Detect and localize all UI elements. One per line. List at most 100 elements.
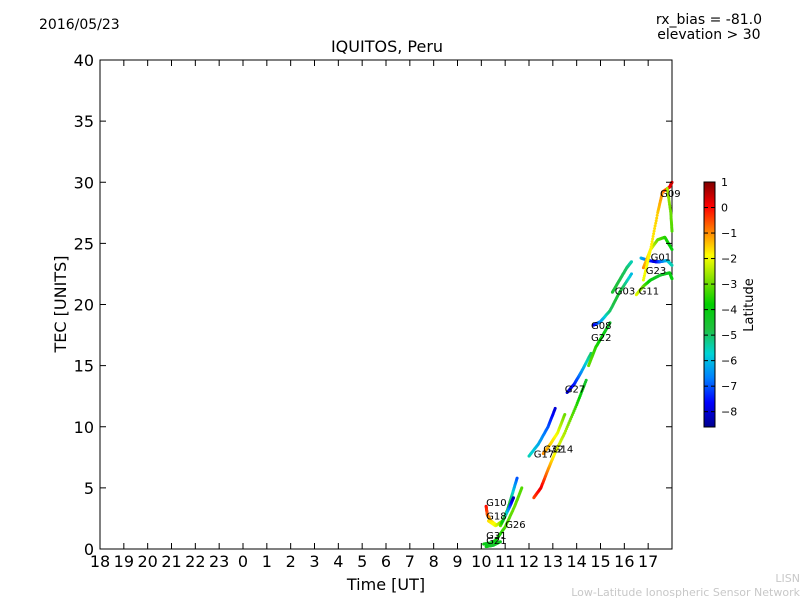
x-tick-label: 20 — [137, 552, 157, 571]
x-axis: 18 19 20 21 22 23 0 1 2 3 4 5 6 7 8 9 10 11 12 13 14 15 16 17 — [90, 60, 658, 571]
series-G17 — [527, 406, 557, 458]
satellite-label: G22 — [591, 333, 611, 344]
y-tick-label: 15 — [74, 357, 94, 376]
data-point — [655, 216, 659, 220]
satellite-label: G08 — [591, 321, 611, 332]
x-tick-label: 21 — [161, 552, 181, 571]
data-point — [653, 224, 657, 228]
satellite-label: G21 — [486, 536, 506, 547]
x-tick-label: 2 — [286, 552, 296, 571]
series-unlabeled — [665, 186, 674, 233]
data-point — [515, 476, 519, 480]
series-G26 — [498, 496, 515, 528]
x-tick-label: 8 — [429, 552, 439, 571]
satellite-label: G27 — [565, 385, 585, 396]
chart-title: IQUITOS, Peru — [331, 37, 443, 56]
data-point — [498, 540, 502, 544]
data-point — [652, 229, 656, 233]
y-tick-label: 40 — [74, 51, 94, 70]
x-tick-label: 18 — [90, 552, 110, 571]
x-tick-label: 19 — [114, 552, 134, 571]
satellite-label: G10 — [486, 498, 506, 509]
x-tick-label: 22 — [185, 552, 205, 571]
colorbar-tick-label: 0 — [721, 202, 728, 215]
x-tick-label: 13 — [543, 552, 563, 571]
data-point — [651, 237, 655, 241]
x-tick-label: 16 — [614, 552, 634, 571]
x-tick-label: 1 — [262, 552, 272, 571]
series-G21 — [484, 540, 502, 549]
footer: LISN Low-Latitude Ionospheric Sensor Net… — [571, 572, 800, 600]
data-point — [670, 277, 674, 281]
satellite-label: G18 — [486, 512, 506, 523]
series-G22 — [587, 321, 612, 368]
data-point — [651, 234, 655, 238]
series-G32 — [541, 413, 567, 456]
colorbar-tick-label: −2 — [721, 253, 737, 266]
data-point — [649, 248, 653, 251]
data-point — [670, 263, 674, 267]
y-tick-label: 35 — [74, 112, 94, 131]
y-tick-label: 20 — [74, 296, 94, 315]
series-G14 — [532, 378, 588, 500]
data-point — [670, 248, 674, 251]
satellite-label: G11 — [639, 287, 659, 298]
colorbar-tick-label: −7 — [721, 380, 737, 393]
x-tick-label: 5 — [357, 552, 367, 571]
rx-bias-text: rx_bias = -81.0 — [655, 12, 762, 28]
series-G11 — [634, 271, 674, 297]
data-point — [630, 272, 633, 276]
colorbar-label: Latitude — [742, 278, 757, 332]
satellite-label: G03 — [615, 287, 635, 298]
satellite-label: G23 — [646, 266, 666, 277]
satellite-label: G31 — [486, 531, 506, 542]
y-tick-label: 10 — [74, 418, 94, 437]
colorbar-tick-label: −1 — [721, 227, 737, 240]
satellite-label: G14 — [553, 444, 573, 455]
data-point — [520, 486, 524, 490]
colorbar-tick-label: −5 — [721, 329, 737, 342]
x-tick-label: 15 — [590, 552, 610, 571]
satellite-label: G01 — [651, 253, 671, 264]
data-point — [650, 240, 654, 244]
data-point — [512, 496, 515, 500]
satellite-label: G09 — [660, 189, 680, 200]
data-point — [608, 321, 612, 325]
y-axis: 0 5 10 15 20 25 30 35 40 — [74, 51, 672, 559]
y-axis-label: TEC [UNITS] — [51, 256, 70, 354]
data-point — [654, 221, 658, 225]
colorbar-tick-label: 1 — [721, 176, 728, 189]
data-point — [653, 227, 657, 230]
info-block: rx_bias = -81.0 elevation > 30 — [656, 13, 762, 43]
colorbar-ticks: 1 0 −1 −2 −3 −4 −5 −6 −7 −8 — [704, 176, 737, 419]
x-tick-label: 10 — [471, 552, 491, 571]
data-point — [563, 413, 567, 416]
data-point — [649, 245, 653, 249]
series-G31 — [482, 486, 524, 546]
series-G08 — [591, 272, 633, 327]
y-tick-label: 0 — [84, 540, 94, 559]
satellite-label: G26 — [505, 520, 525, 531]
colorbar-tick-label: −4 — [721, 304, 737, 317]
colorbar-tick-label: −8 — [721, 406, 737, 419]
satellite-label: G17 — [534, 449, 554, 460]
data-marks — [482, 180, 674, 549]
data-point — [553, 406, 557, 410]
data-point — [655, 213, 659, 217]
date-text: 2016/05/23 — [39, 17, 120, 33]
plot-area — [99, 59, 673, 550]
y-tick-label: 30 — [74, 173, 94, 192]
x-tick-label: 23 — [209, 552, 229, 571]
data-point — [650, 242, 654, 246]
x-tick-label: 17 — [638, 552, 658, 571]
x-tick-label: 4 — [333, 552, 343, 571]
series-G27 — [565, 351, 593, 394]
colorbar — [703, 181, 716, 428]
footer-network-text: Low-Latitude Ionospheric Sensor Network — [571, 586, 800, 599]
x-tick-label: 9 — [452, 552, 462, 571]
x-tick-label: 7 — [405, 552, 415, 571]
y-tick-label: 25 — [74, 234, 94, 253]
colorbar-tick-label: −3 — [721, 278, 737, 291]
